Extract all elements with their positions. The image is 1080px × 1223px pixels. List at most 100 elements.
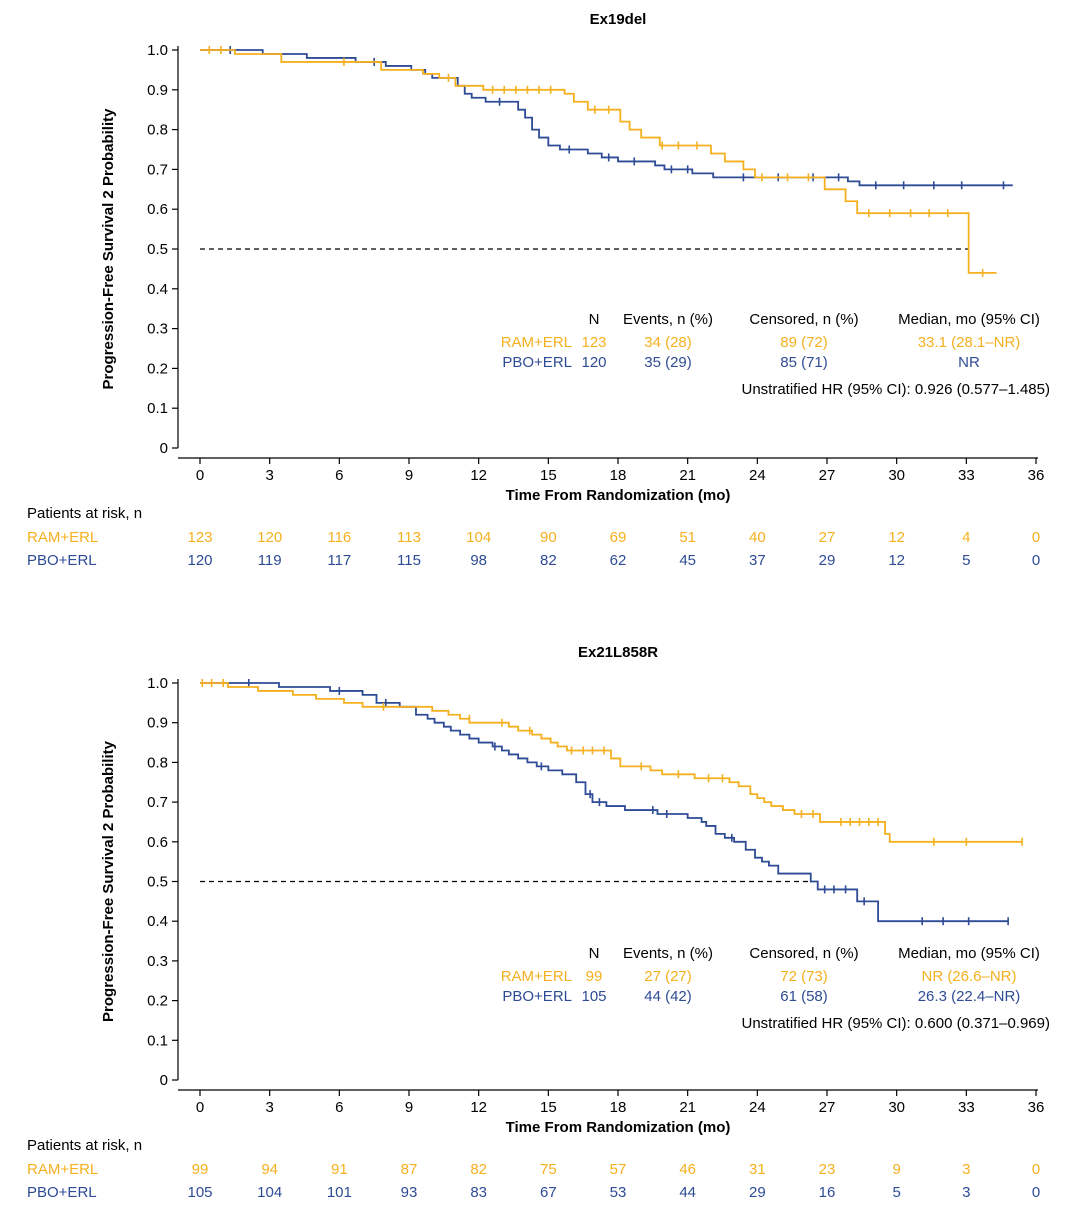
risk-count: 93 — [401, 1184, 418, 1201]
risk-count: 99 — [192, 1161, 209, 1178]
table-header-n: N — [589, 945, 600, 962]
table-median-value: NR (26.6–NR) — [921, 968, 1016, 985]
x-tick-label: 0 — [196, 1099, 204, 1116]
risk-count: 23 — [819, 1161, 836, 1178]
risk-count: 0 — [1032, 1184, 1040, 1201]
chart-title: Ex21L858R — [578, 644, 658, 661]
y-tick-label: 0.7 — [147, 794, 168, 811]
x-tick-label: 36 — [1028, 1099, 1045, 1116]
risk-count: 83 — [470, 1184, 487, 1201]
risk-count: 4 — [962, 529, 970, 546]
x-axis-label: Time From Randomization (mo) — [506, 487, 731, 504]
risk-count: 29 — [749, 1184, 766, 1201]
risk-count: 120 — [257, 529, 282, 546]
hazard-ratio-text: Unstratified HR (95% CI): 0.926 (0.577–1… — [742, 381, 1051, 398]
table-arm-label: RAM+ERL — [501, 968, 572, 985]
y-axis-label: Progression-Free Survival 2 Probability — [100, 740, 117, 1022]
x-tick-label: 3 — [265, 1099, 273, 1116]
risk-count: 82 — [470, 1161, 487, 1178]
hazard-ratio-text: Unstratified HR (95% CI): 0.600 (0.371–0… — [742, 1015, 1051, 1032]
y-tick-label: 0.3 — [147, 321, 168, 338]
risk-count: 57 — [610, 1161, 627, 1178]
x-tick-label: 21 — [679, 1099, 696, 1116]
risk-count: 69 — [610, 529, 627, 546]
table-arm-label: RAM+ERL — [501, 334, 572, 351]
risk-arm-label: RAM+ERL — [27, 529, 98, 546]
risk-count: 51 — [679, 529, 696, 546]
y-tick-label: 0 — [160, 1072, 168, 1089]
table-events-value: 34 (28) — [644, 334, 692, 351]
y-tick-label: 0.2 — [147, 360, 168, 377]
table-censored-value: 72 (73) — [780, 968, 828, 985]
x-tick-label: 15 — [540, 467, 557, 484]
risk-count: 40 — [749, 529, 766, 546]
y-tick-label: 0.1 — [147, 1032, 168, 1049]
table-header-censored: Censored, n (%) — [749, 945, 858, 962]
y-tick-label: 1.0 — [147, 42, 168, 59]
risk-count: 44 — [679, 1184, 696, 1201]
y-tick-label: 0.1 — [147, 400, 168, 417]
risk-count: 119 — [258, 552, 282, 569]
table-median-value: 33.1 (28.1–NR) — [918, 334, 1021, 351]
risk-count: 104 — [466, 529, 491, 546]
table-arm-label: PBO+ERL — [502, 354, 572, 371]
y-tick-label: 0.8 — [147, 754, 168, 771]
x-tick-label: 24 — [749, 1099, 766, 1116]
table-arm-label: PBO+ERL — [502, 988, 572, 1005]
table-header-median: Median, mo (95% CI) — [898, 945, 1040, 962]
risk-count: 37 — [749, 552, 766, 569]
risk-count: 0 — [1032, 552, 1040, 569]
km-curve-pbo-erl — [200, 49, 1013, 187]
table-n-value: 123 — [581, 334, 606, 351]
risk-count: 90 — [540, 529, 557, 546]
risk-count: 91 — [331, 1161, 348, 1178]
x-tick-label: 30 — [888, 1099, 905, 1116]
table-median-value: 26.3 (22.4–NR) — [918, 988, 1021, 1005]
y-tick-label: 0.4 — [147, 913, 168, 930]
y-tick-label: 0.5 — [147, 874, 168, 891]
y-axis-label: Progression-Free Survival 2 Probability — [100, 108, 117, 390]
risk-count: 123 — [187, 529, 212, 546]
y-tick-label: 0.4 — [147, 281, 168, 298]
y-tick-label: 0.7 — [147, 161, 168, 178]
x-tick-label: 36 — [1028, 467, 1045, 484]
table-n-value: 105 — [581, 988, 606, 1005]
y-tick-label: 0.3 — [147, 953, 168, 970]
risk-count: 101 — [327, 1184, 352, 1201]
y-tick-label: 0.2 — [147, 993, 168, 1010]
risk-count: 116 — [327, 529, 351, 546]
risk-count: 120 — [187, 552, 212, 569]
risk-arm-label: PBO+ERL — [27, 1184, 97, 1201]
risk-count: 0 — [1032, 1161, 1040, 1178]
table-header-median: Median, mo (95% CI) — [898, 311, 1040, 328]
table-header-events: Events, n (%) — [623, 311, 713, 328]
x-tick-label: 3 — [265, 467, 273, 484]
x-tick-label: 27 — [819, 1099, 836, 1116]
y-tick-label: 0.8 — [147, 122, 168, 139]
risk-count: 31 — [749, 1161, 766, 1178]
x-tick-label: 33 — [958, 1099, 975, 1116]
table-n-value: 120 — [581, 354, 606, 371]
table-censored-value: 85 (71) — [780, 354, 828, 371]
x-tick-label: 18 — [610, 467, 627, 484]
y-tick-label: 0.5 — [147, 241, 168, 258]
table-censored-value: 61 (58) — [780, 988, 828, 1005]
y-tick-label: 0.9 — [147, 715, 168, 732]
x-tick-label: 9 — [405, 467, 413, 484]
risk-count: 27 — [819, 529, 836, 546]
risk-count: 104 — [257, 1184, 282, 1201]
risk-count: 53 — [610, 1184, 627, 1201]
risk-count: 117 — [327, 552, 351, 569]
risk-count: 46 — [679, 1161, 696, 1178]
x-tick-label: 6 — [335, 1099, 343, 1116]
risk-count: 75 — [540, 1161, 557, 1178]
x-tick-label: 27 — [819, 467, 836, 484]
risk-count: 3 — [962, 1161, 970, 1178]
risk-count: 67 — [540, 1184, 557, 1201]
risk-count: 29 — [819, 552, 836, 569]
risk-count: 3 — [962, 1184, 970, 1201]
risk-count: 9 — [892, 1161, 900, 1178]
x-tick-label: 9 — [405, 1099, 413, 1116]
risk-count: 98 — [470, 552, 487, 569]
